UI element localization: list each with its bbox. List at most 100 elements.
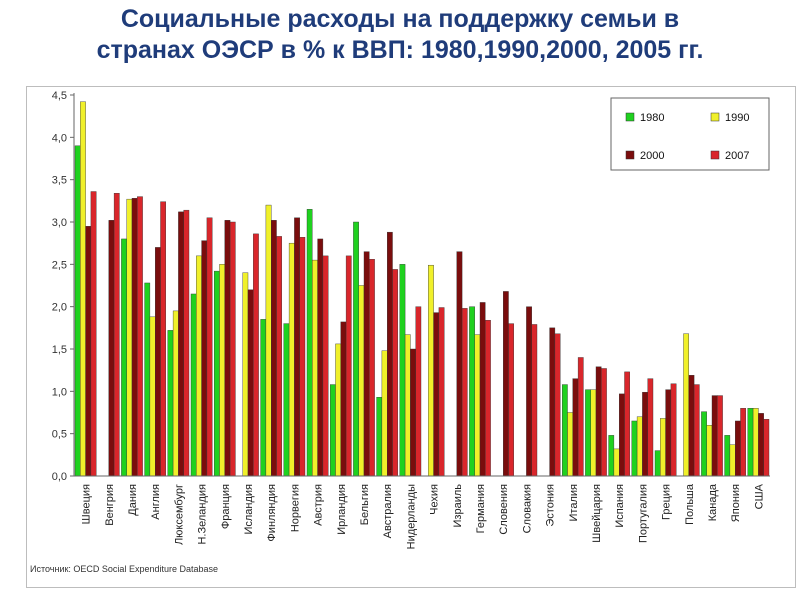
bar-1990 bbox=[242, 272, 249, 477]
bar-1990 bbox=[428, 264, 434, 477]
bar-1990 bbox=[265, 204, 272, 477]
x-tick-label: Словения bbox=[498, 484, 510, 535]
bar-2000 bbox=[688, 375, 695, 477]
bar-2000 bbox=[294, 217, 300, 477]
bar-2007 bbox=[160, 201, 167, 477]
x-tick-label: Польша bbox=[684, 483, 696, 525]
x-tick-label: Австрия bbox=[313, 484, 325, 526]
bar-2007 bbox=[206, 217, 213, 477]
bar-2000 bbox=[549, 327, 556, 477]
bar-2007 bbox=[345, 255, 352, 477]
bar-1990 bbox=[706, 425, 713, 477]
bar-2000 bbox=[711, 395, 718, 477]
bar-2000 bbox=[642, 391, 648, 477]
bar-2007 bbox=[369, 259, 375, 477]
legend-label-1990: 1990 bbox=[725, 112, 749, 124]
bar-2000 bbox=[363, 251, 370, 477]
bar-1990 bbox=[80, 101, 86, 477]
bar-1980 bbox=[469, 306, 475, 477]
bar-1980 bbox=[167, 330, 174, 477]
bar-2000 bbox=[178, 211, 184, 477]
bar-2007 bbox=[693, 384, 700, 477]
legend-swatch-1980 bbox=[625, 112, 635, 122]
bar-2000 bbox=[619, 393, 625, 477]
bar-2007 bbox=[485, 320, 491, 477]
bar-1990 bbox=[312, 259, 318, 477]
x-tick-label: Италия bbox=[568, 484, 580, 522]
bar-2007 bbox=[113, 193, 120, 477]
y-axis: 0,0 0,5 1,0 1,5 2,0 2,5 3,0 3,5 4,0 4,5 bbox=[52, 90, 75, 483]
bar-2000 bbox=[317, 238, 324, 477]
bar-2007 bbox=[740, 408, 747, 477]
bar-2007 bbox=[415, 306, 422, 477]
x-tick-label: Франция bbox=[220, 484, 232, 529]
x-tick-label: Нидерланды bbox=[405, 484, 417, 549]
bar-1990 bbox=[219, 264, 226, 477]
bar-1980 bbox=[306, 209, 313, 477]
bar-2007 bbox=[392, 269, 399, 477]
bar-1990 bbox=[729, 444, 736, 477]
bar-1980 bbox=[190, 293, 197, 477]
x-tick-label: Канада bbox=[707, 483, 719, 521]
y-tick-label: 2,0 bbox=[52, 302, 67, 314]
x-tick-label: Исландия bbox=[243, 484, 255, 535]
source-note: Источник: OECD Social Expenditure Databa… bbox=[30, 564, 218, 574]
bar-2007 bbox=[624, 371, 631, 477]
x-tick-label: Бельгия bbox=[359, 484, 371, 525]
bar-2007 bbox=[276, 236, 283, 477]
x-tick-label: Эстония bbox=[545, 484, 557, 527]
x-tick-label: Словакия bbox=[521, 484, 533, 533]
bar-2000 bbox=[572, 378, 579, 477]
bar-2007 bbox=[137, 196, 143, 477]
bar-2007 bbox=[253, 233, 259, 477]
bar-1990 bbox=[358, 285, 365, 477]
bar-2007 bbox=[461, 308, 468, 477]
bar-1990 bbox=[172, 310, 179, 477]
bar-1990 bbox=[288, 242, 295, 477]
bar-2007 bbox=[717, 395, 723, 477]
bar-2007 bbox=[183, 209, 190, 477]
bar-1990 bbox=[196, 255, 202, 477]
bar-1980 bbox=[74, 145, 81, 477]
bar-2007 bbox=[763, 419, 770, 477]
bar-2000 bbox=[456, 251, 463, 477]
bar-1980 bbox=[213, 270, 220, 477]
bar-2000 bbox=[433, 312, 440, 477]
bar-2007 bbox=[531, 324, 538, 477]
bar-1980 bbox=[608, 435, 615, 477]
bar-2000 bbox=[224, 220, 231, 477]
bar-1990 bbox=[660, 418, 666, 477]
bar-2000 bbox=[154, 247, 161, 477]
bar-2000 bbox=[410, 348, 416, 477]
bar-2000 bbox=[85, 226, 92, 477]
legend-label-2000: 2000 bbox=[640, 150, 664, 162]
y-tick-label: 0,0 bbox=[52, 471, 67, 483]
legend-swatch-1990 bbox=[710, 112, 720, 122]
bar-1980 bbox=[330, 384, 336, 477]
bar-2000 bbox=[526, 306, 532, 477]
y-tick-label: 1,0 bbox=[52, 386, 67, 398]
bar-1980 bbox=[701, 411, 707, 477]
bar-1980 bbox=[283, 323, 290, 477]
bar-2007 bbox=[438, 307, 445, 477]
x-tick-label: Венгрия bbox=[104, 484, 116, 526]
bar-2007 bbox=[601, 368, 607, 477]
bar-1980 bbox=[585, 389, 591, 477]
legend-swatch-2000 bbox=[625, 150, 635, 160]
x-tick-label: Испания bbox=[614, 484, 626, 528]
bar-1980 bbox=[399, 264, 406, 477]
legend-box bbox=[610, 97, 770, 171]
y-tick-label: 1,5 bbox=[52, 344, 67, 356]
bar-2007 bbox=[322, 255, 329, 477]
title-line-2: странах ОЭСР в % к ВВП: 1980,1990,2000, … bbox=[96, 36, 704, 64]
x-tick-label: Финляндия bbox=[266, 484, 278, 542]
bar-2007 bbox=[508, 323, 515, 477]
x-axis: Швеция Венгрия Дания Англия Люксембург Н.Зела… bbox=[74, 475, 770, 549]
bar-2007 bbox=[229, 221, 236, 477]
bar-1980 bbox=[353, 221, 359, 477]
bar-1990 bbox=[567, 412, 574, 477]
bar-1990 bbox=[683, 333, 690, 477]
y-tick-label: 2,5 bbox=[52, 259, 67, 271]
bar-2000 bbox=[387, 231, 393, 477]
